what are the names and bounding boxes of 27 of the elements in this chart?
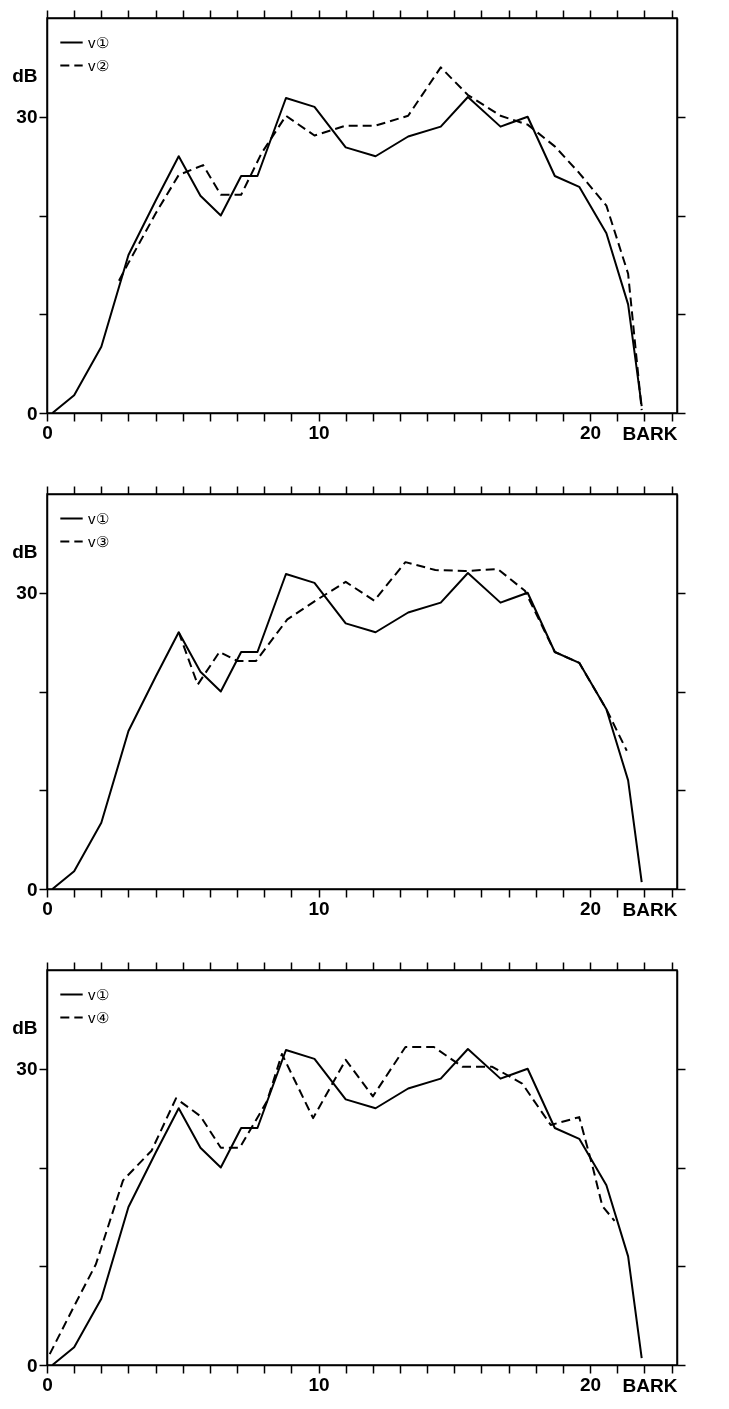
y-tick-label: 0 (26, 878, 38, 900)
x-tick-label: 20 (580, 1373, 602, 1395)
y-tick-label: 0 (26, 1354, 38, 1376)
x-tick-label: 20 (580, 421, 602, 443)
y-axis-title: dB (12, 540, 38, 562)
x-tick-label: 0 (42, 897, 53, 919)
x-tick-label: 0 (42, 421, 53, 443)
y-tick-label: 30 (16, 582, 38, 604)
x-axis-title: BARK (622, 898, 678, 920)
y-tick-label: 30 (16, 106, 38, 128)
y-axis-title: dB (12, 1016, 38, 1038)
legend-label: v① (88, 509, 109, 527)
y-tick-label: 0 (26, 402, 38, 424)
x-tick-label: 10 (308, 1373, 330, 1395)
x-tick-label: 20 (580, 897, 602, 919)
legend-label: v④ (88, 1008, 109, 1026)
legend-label: v③ (88, 532, 109, 550)
x-axis-title: BARK (622, 422, 678, 444)
legend-label: v① (88, 985, 109, 1003)
y-axis-title: dB (12, 64, 38, 86)
y-tick-label: 30 (16, 1058, 38, 1080)
x-axis-title: BARK (622, 1374, 678, 1396)
x-tick-label: 0 (42, 1373, 53, 1395)
legend-label: v① (88, 33, 109, 51)
x-tick-label: 10 (308, 421, 330, 443)
legend-label: v② (88, 56, 109, 74)
x-tick-label: 10 (308, 897, 330, 919)
